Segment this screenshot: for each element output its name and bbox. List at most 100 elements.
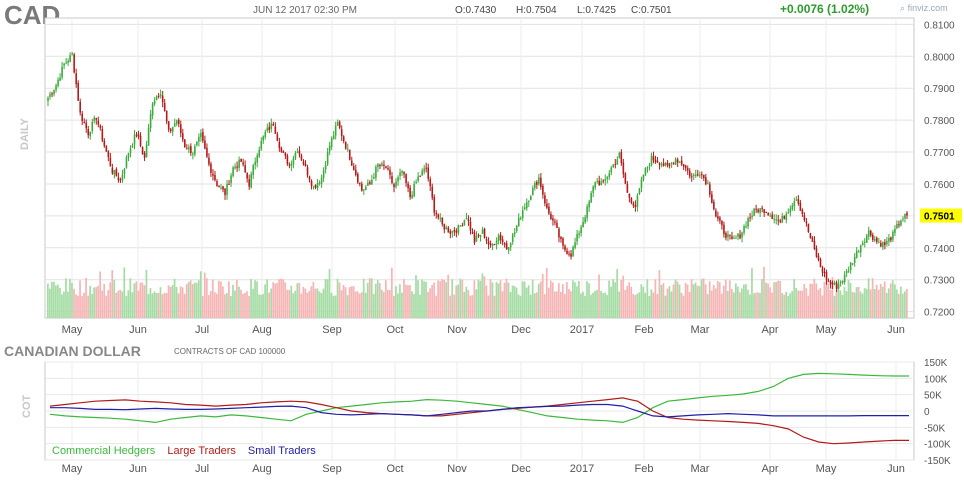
volume-bar [578, 281, 580, 318]
commercial-hedgers-line [49, 372, 909, 424]
volume-bar [403, 279, 405, 318]
volume-bar [145, 269, 148, 318]
price-plot-area [44, 17, 915, 319]
volume-bar [795, 287, 798, 318]
volume-bar [847, 279, 850, 318]
candle-body [610, 167, 613, 173]
low-value: L:0.7425 [577, 5, 616, 16]
candle-body [847, 270, 850, 272]
candle-body [411, 194, 413, 199]
volume-bar [704, 284, 707, 318]
candle-body [536, 181, 538, 185]
volume-bar [467, 289, 470, 318]
candle-body [477, 235, 480, 237]
candle-body [841, 280, 844, 283]
candle-body [789, 208, 792, 213]
candle-body [242, 162, 244, 165]
candle-body [280, 147, 283, 152]
price-tick-label: 0.7300 [924, 276, 955, 287]
volume-bar [356, 291, 359, 318]
candle-body [769, 215, 772, 217]
candle-body [646, 166, 649, 168]
volume-bar [505, 278, 508, 318]
candle-body [246, 173, 248, 179]
volume-bar [535, 292, 538, 318]
volume-bar [51, 281, 53, 318]
candle-body [865, 235, 868, 243]
candle-body [425, 167, 428, 169]
candle-body [882, 241, 884, 248]
candle-body [797, 199, 800, 204]
candle-body [767, 212, 769, 216]
candle-body [906, 212, 908, 216]
volume-bar [284, 282, 287, 318]
volume-bar [342, 284, 345, 318]
volume-bar [491, 282, 494, 318]
cot-month-label: Sep [322, 463, 342, 475]
volume-bar [765, 282, 767, 318]
volume-bar [471, 295, 474, 318]
candle-body [165, 110, 168, 122]
cot-tick-label: -150K [924, 456, 951, 467]
candle-body [521, 210, 524, 218]
volume-bar [433, 282, 435, 318]
candle-body [276, 134, 279, 141]
volume-bar [139, 282, 142, 318]
candle-body [153, 100, 156, 104]
candle-body [546, 203, 548, 208]
volume-bar [622, 275, 625, 318]
candle-body [73, 54, 75, 73]
candle-body [143, 152, 146, 158]
legend-large-traders: Large Traders [167, 445, 236, 457]
volume-bar [107, 290, 110, 318]
candle-body [666, 162, 669, 166]
volume-bar [823, 281, 826, 318]
volume-bar [57, 284, 59, 318]
volume-bar [771, 292, 773, 318]
volume-bar [523, 281, 526, 318]
cot-month-label: Nov [447, 463, 467, 475]
volume-bar [692, 284, 695, 318]
volume-bar [161, 294, 164, 318]
volume-bar [380, 289, 383, 318]
candle-body [642, 174, 645, 180]
volume-bar [656, 294, 659, 318]
volume-bar [334, 295, 337, 318]
candle-body [489, 243, 492, 246]
brand-link[interactable]: ⌕ finviz.com [900, 3, 948, 14]
volume-bar [509, 292, 512, 318]
candle-body [556, 222, 558, 228]
candle-body [294, 152, 297, 159]
candle-body [867, 230, 870, 237]
volume-bar [857, 286, 860, 318]
candle-body [107, 151, 110, 158]
candle-body [698, 174, 701, 176]
volume-bar [83, 292, 85, 318]
volume-bar [169, 286, 172, 318]
volume-bar [684, 282, 687, 318]
candle-body [232, 167, 234, 176]
price-tick-label: 0.7400 [924, 244, 955, 255]
candle-body [49, 94, 51, 97]
candle-body [558, 228, 560, 238]
candle-body [381, 163, 383, 166]
price-month-label: Jun [887, 324, 905, 336]
small-traders-line [50, 403, 909, 418]
volume-bar [69, 278, 71, 318]
candle-body [719, 217, 721, 221]
volume-bar [109, 282, 112, 318]
volume-bar [199, 271, 202, 318]
volume-bar [885, 293, 888, 318]
candle-body [729, 234, 731, 236]
cot-tick-label: 150K [924, 358, 948, 369]
volume-bar [469, 295, 472, 318]
volume-bar [81, 295, 83, 318]
volume-bar [777, 280, 779, 318]
volume-bar [85, 278, 87, 318]
candle-body [542, 185, 544, 195]
volume-bar [507, 282, 510, 318]
candle-body [888, 237, 890, 242]
volume-bar [720, 293, 723, 318]
volume-bar [378, 282, 381, 318]
